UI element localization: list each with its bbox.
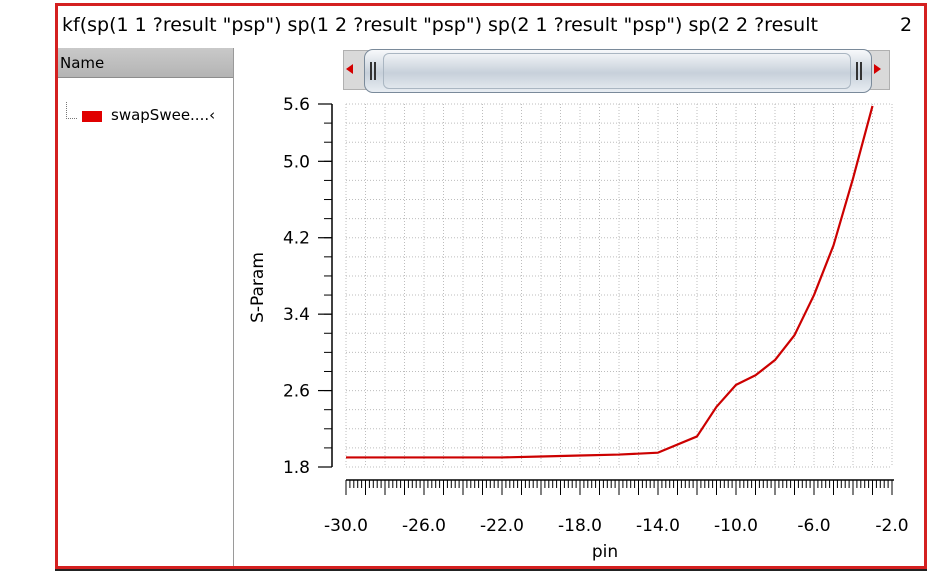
- scroll-right-arrow-icon[interactable]: [874, 64, 881, 74]
- scroll-left-arrow-icon[interactable]: [346, 64, 353, 74]
- y-tick-label: 4.2: [283, 229, 310, 249]
- left-grip-handle-icon[interactable]: [370, 62, 376, 80]
- scroll-thumb-inner: [383, 53, 851, 89]
- x-tick-label: -30.0: [324, 516, 368, 536]
- x-tick-label: -14.0: [636, 516, 680, 536]
- y-tick-label: 5.6: [283, 95, 310, 115]
- x-axis-title: pin: [592, 542, 618, 562]
- name-column-header[interactable]: Name: [58, 48, 233, 78]
- x-tick-label: -6.0: [797, 516, 830, 536]
- x-tick-label: -26.0: [402, 516, 446, 536]
- tree-connector: [66, 102, 77, 119]
- series-color-swatch: [82, 111, 102, 122]
- series-layer: [346, 105, 874, 459]
- right-grip-handle-icon[interactable]: [856, 62, 862, 80]
- y-axis-title: S-Param: [248, 252, 268, 323]
- y-tick-label: 1.8: [283, 458, 310, 478]
- window-bottom-edge: [55, 569, 927, 571]
- x-axis-ticks: -30.0 -26.0 -22.0 -18.0 -14.0 -10.0 -6.0 -2.0: [324, 480, 909, 536]
- y-tick-label: 3.4: [283, 305, 310, 325]
- grid-lines: [345, 103, 893, 468]
- x-tick-label: -22.0: [480, 516, 524, 536]
- title-suffix: 2: [900, 14, 913, 36]
- expression-title: kf(sp(1 1 ?result "psp") sp(1 2 ?result …: [62, 14, 818, 36]
- legend-item-label[interactable]: swapSwee....‹: [111, 106, 216, 124]
- legend-panel: Name swapSwee....‹: [58, 48, 234, 566]
- y-tick-label: 5.0: [283, 152, 310, 172]
- x-tick-label: -18.0: [558, 516, 602, 536]
- y-tick-label: 2.6: [283, 382, 310, 402]
- x-tick-label: -2.0: [875, 516, 908, 536]
- x-tick-label: -10.0: [714, 516, 758, 536]
- series-line[interactable]: [346, 105, 874, 459]
- y-axis-ticks: 1.8 2.6 3.4 4.2 5.0 5.6: [283, 95, 332, 478]
- x-scroll-thumb[interactable]: [364, 49, 872, 93]
